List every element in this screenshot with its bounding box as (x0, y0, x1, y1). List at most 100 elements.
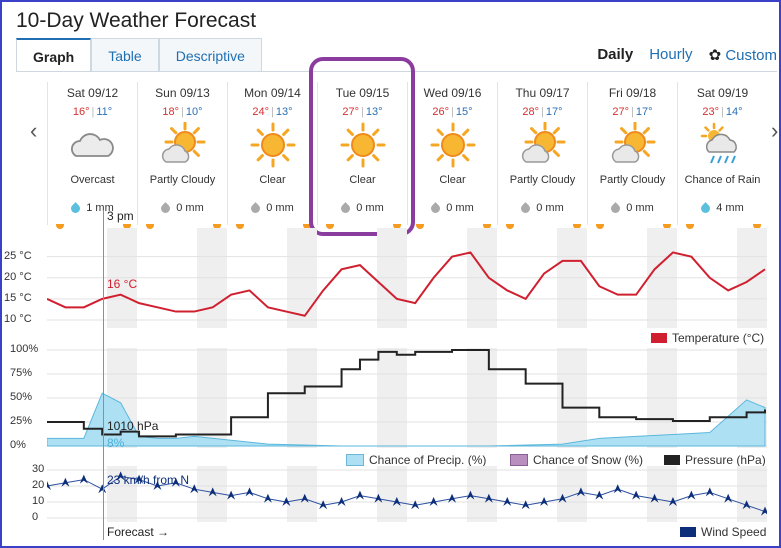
temperature-swatch (651, 333, 667, 343)
sun-icon (430, 122, 476, 168)
precip-legend-label: Chance of Precip. (%) (369, 453, 487, 467)
raindrop-icon (429, 201, 443, 215)
high-temp: 23° (702, 106, 720, 118)
hourly-link[interactable]: Hourly (649, 46, 693, 63)
forecast-label: Forecast → (107, 525, 170, 539)
cursor-time: 3 pm (107, 209, 134, 223)
page-title: 10-Day Weather Forecast (16, 9, 257, 32)
wind-arrow-icon (484, 493, 493, 503)
day-precip: 0 mm (318, 201, 407, 215)
day-precip: 0 mm (588, 201, 677, 215)
wind-tick-label: 20 (32, 479, 45, 491)
daily-toggle[interactable]: Daily (597, 46, 634, 63)
percent-tick-label: 75% (10, 367, 33, 379)
wind-arrow-icon (761, 506, 767, 516)
day-condition: Partly Cloudy (599, 174, 666, 186)
next-arrow[interactable]: › (771, 118, 779, 143)
raindrop-icon (609, 201, 623, 215)
day-date: Sun 09/13 (155, 86, 210, 100)
day-card[interactable]: Sat 09/19 23° | 14° Chance of Rain 4 mm (677, 82, 767, 229)
night-band (737, 466, 767, 522)
day-card[interactable]: Fri 09/18 27° | 17° Partly Cloudy 0 mm (587, 82, 677, 229)
precip-legend: Chance of Precip. (%) (346, 453, 486, 467)
wind-arrow-icon (613, 484, 622, 494)
high-temp: 26° (432, 106, 450, 118)
temperature-tick-label: 25 °C (4, 249, 32, 262)
wind-arrow-icon (742, 500, 751, 510)
day-condition: Chance of Rain (684, 174, 761, 186)
high-temp: 16° (72, 106, 90, 118)
day-temps: 27° | 13° (342, 106, 383, 118)
wind-arrow-icon (171, 477, 180, 487)
temperature-tick-label: 15 °C (4, 291, 32, 304)
cursor-precip: 8% (107, 436, 125, 450)
wind-swatch (680, 527, 696, 537)
wind-chart (47, 466, 767, 522)
temperature-line (47, 251, 766, 317)
partly-cloudy-icon (160, 121, 206, 168)
sunset-icon (123, 224, 131, 229)
low-temp: 17° (545, 106, 563, 118)
temperature-tick-label: 20 °C (4, 270, 32, 283)
wind-arrow-icon (521, 500, 530, 510)
day-temps: 23° | 14° (702, 106, 743, 118)
wind-arrow-icon (705, 487, 714, 497)
snow-legend-label: Chance of Snow (%) (533, 453, 644, 467)
wind-arrow-icon (190, 484, 199, 494)
partly-cloudy-icon (520, 121, 566, 168)
raindrop-icon (519, 201, 533, 215)
raindrop-icon (69, 201, 83, 215)
sunset-icon (393, 224, 401, 229)
sunset-icon (213, 224, 221, 229)
day-card[interactable]: Mon 09/14 24° | 13° Clear 0 mm (227, 82, 317, 229)
cursor-pressure: 1010 hPa (107, 419, 159, 433)
day-card[interactable]: Sat 09/12 16° | 11° Overcast 1 mm (47, 82, 137, 229)
snow-legend: Chance of Snow (%) (510, 453, 643, 467)
wind-tick-label: 10 (32, 495, 45, 507)
wind-line (47, 475, 766, 513)
day-card[interactable]: Sun 09/13 18° | 10° Partly Cloudy 0 mm (137, 82, 227, 229)
day-temps: 18° | 10° (162, 106, 203, 118)
tab-table[interactable]: Table (91, 38, 159, 71)
sunrise-icon (56, 224, 64, 229)
day-card[interactable]: Tue 09/15 27° | 13° Clear 0 mm (317, 82, 407, 229)
wind-tick-label: 30 (32, 463, 45, 475)
temperature-tick-label: 10 °C (4, 313, 32, 325)
wind-arrow-icon (668, 497, 677, 506)
temperature-chart (47, 228, 767, 328)
day-condition: Clear (439, 174, 466, 186)
wind-arrow-icon (227, 490, 236, 500)
time-cursor[interactable] (103, 210, 104, 540)
wind-arrow-icon (355, 490, 364, 500)
percent-tick-label: 25% (10, 415, 33, 427)
day-card[interactable]: Wed 09/16 26° | 15° Clear 0 mm (407, 82, 497, 229)
day-card[interactable]: Thu 09/17 28° | 17° Partly Cloudy 0 mm (497, 82, 587, 229)
custom-link[interactable]: ✿ Custom (709, 46, 777, 64)
gear-icon: ✿ (708, 47, 722, 64)
day-precip: 1 mm (48, 201, 137, 215)
percent-tick-label: 50% (10, 391, 33, 403)
wind-arrow-icon (411, 500, 420, 510)
prev-arrow[interactable]: ‹ (30, 118, 38, 143)
night-band (287, 466, 317, 522)
tab-graph[interactable]: Graph (16, 38, 92, 71)
low-temp: 10° (185, 106, 203, 118)
cloud-icon (70, 122, 116, 168)
tab-descriptive[interactable]: Descriptive (158, 38, 262, 71)
day-date: Mon 09/14 (244, 86, 301, 100)
wind-legend-label: Wind Speed (701, 525, 767, 539)
precip-pressure-chart (47, 348, 767, 448)
day-cards: Sat 09/12 16° | 11° Overcast 1 mm Sun 09/13 18°… (47, 82, 767, 229)
wind-arrow-icon (153, 481, 162, 490)
wind-arrow-icon (47, 481, 51, 490)
day-temps: 28° | 17° (522, 106, 563, 118)
wind-arrow-icon (687, 490, 696, 500)
wind-arrow-icon (576, 487, 585, 497)
temperature-legend-label: Temperature (°C) (672, 331, 765, 345)
sunrise-icon (416, 224, 424, 229)
day-temps: 26° | 15° (432, 106, 473, 118)
low-temp: 13° (365, 106, 383, 118)
raindrop-icon (699, 201, 713, 215)
wind-arrow-icon (503, 497, 512, 506)
night-band (377, 466, 407, 522)
